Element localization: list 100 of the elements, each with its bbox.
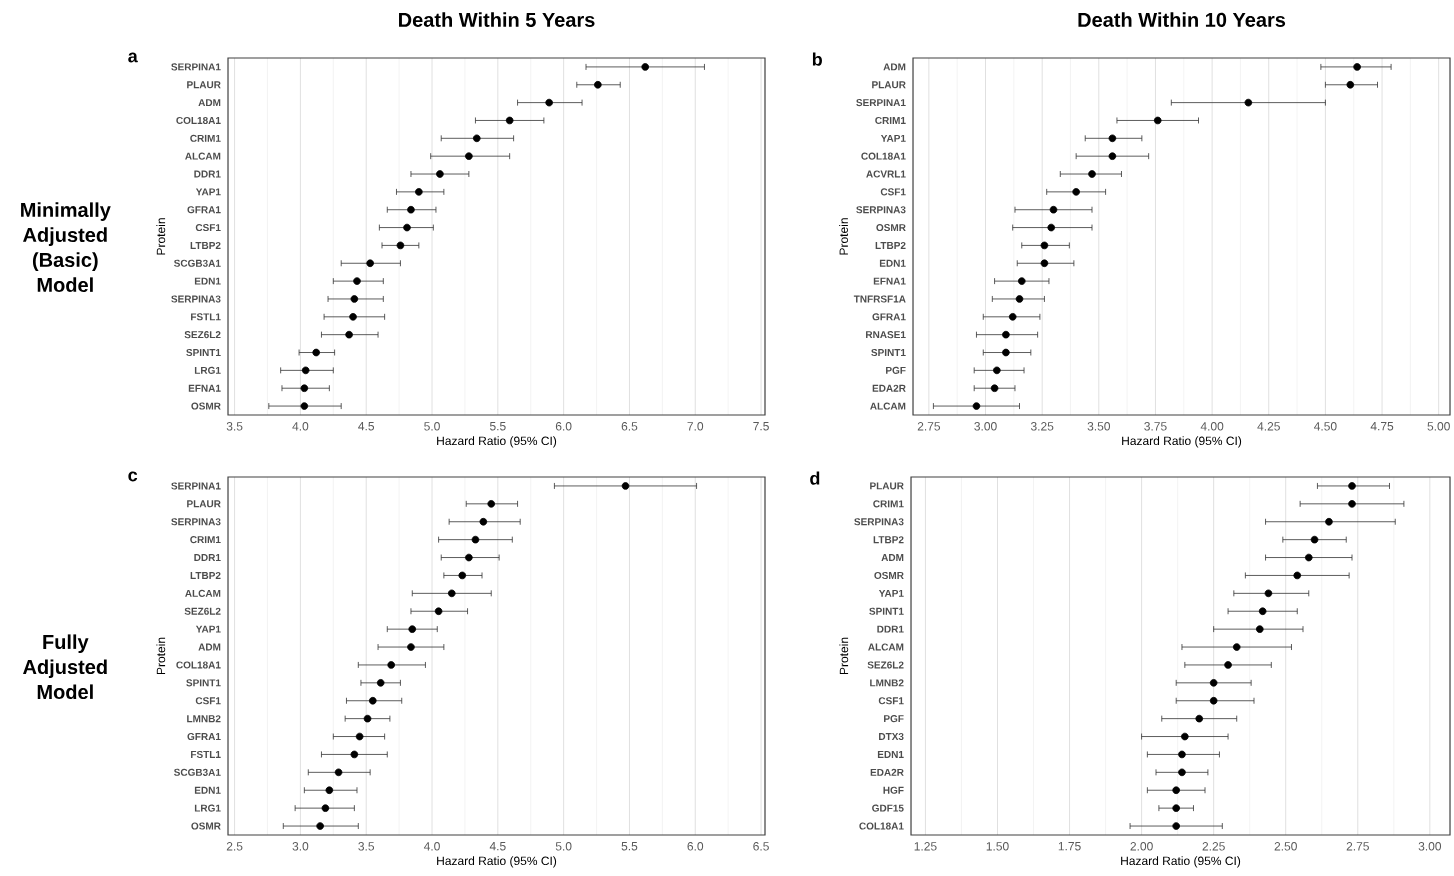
point	[472, 134, 481, 143]
y-tick-label: ADM	[198, 99, 221, 107]
y-tick-label: DTX3	[879, 732, 904, 741]
y-tick-label: CSF1	[880, 188, 906, 196]
y-tick-label: EDN1	[879, 259, 906, 267]
y-tick-label: TNFRSF1A	[853, 295, 906, 303]
y-tick-label: SEZ6L2	[184, 607, 221, 615]
point	[990, 384, 999, 393]
point	[321, 804, 330, 812]
y-tick-label: ADM	[198, 643, 221, 651]
point	[363, 714, 372, 723]
point	[594, 80, 602, 89]
y-tick-label: OSMR	[191, 822, 221, 830]
point	[334, 768, 343, 777]
text: d	[810, 471, 820, 485]
point	[1258, 607, 1267, 616]
text: a	[128, 52, 138, 63]
y-axis-title: Protein	[156, 637, 166, 675]
point	[1232, 643, 1241, 651]
y-tick-label: YAP1	[878, 589, 904, 597]
point	[1040, 259, 1049, 268]
point	[465, 152, 473, 160]
x-tick-label: 2.25	[1202, 842, 1225, 851]
x-tick-label: 3.75	[1144, 422, 1167, 431]
y-tick-label: EDN1	[194, 277, 221, 285]
y-tick-label: YAP1	[195, 188, 221, 196]
chart-title: Death Within 5 Years	[399, 12, 595, 27]
x-tick-label: 3.5	[358, 842, 375, 851]
point	[1172, 822, 1180, 830]
y-tick-label: ACVRL1	[866, 170, 906, 178]
y-axis-title: Protein	[156, 218, 166, 255]
point	[1017, 277, 1026, 285]
point	[1108, 134, 1117, 143]
y-tick-label: ADM	[881, 554, 904, 561]
x-tick-label: 3.00	[974, 422, 997, 431]
point	[1348, 482, 1356, 490]
text: c	[128, 471, 138, 482]
point	[1244, 98, 1253, 107]
point	[355, 732, 364, 741]
point	[1293, 571, 1302, 580]
y-tick-label: SPINT1	[186, 679, 221, 687]
y-tick-label: COL18A1	[176, 661, 221, 669]
y-tick-label: LTBP2	[190, 571, 221, 579]
y-tick-label: PLAUR	[872, 81, 906, 89]
y-tick-label: LMNB2	[187, 715, 221, 723]
y-tick-label: GFRA1	[187, 206, 221, 214]
x-tick-label: 1.25	[914, 842, 937, 851]
y-tick-label: ALCAM	[870, 402, 906, 410]
x-tick-label: 4.25	[1257, 422, 1280, 431]
y-tick-label: DDR1	[194, 170, 221, 178]
y-tick-label: PGF	[886, 366, 906, 374]
y-tick-label: DDR1	[877, 625, 904, 633]
x-tick-label: 6.0	[555, 422, 572, 431]
y-tick-label: HGF	[883, 786, 904, 794]
point	[1346, 80, 1355, 89]
y-tick-label: SPINT1	[186, 348, 221, 357]
y-tick-label: ADM	[883, 63, 906, 71]
point	[368, 696, 377, 705]
x-tick-label: 5.00	[1427, 422, 1450, 431]
y-tick-label: EFNA1	[873, 277, 906, 285]
point	[301, 366, 310, 375]
y-tick-label: CSF1	[878, 697, 904, 705]
y-tick-label: CRIM1	[190, 134, 221, 142]
x-tick-label: 2.00	[1130, 842, 1153, 851]
x-tick-label: 2.5	[226, 842, 243, 851]
point	[350, 750, 359, 759]
y-tick-label: SEZ6L2	[184, 331, 221, 339]
point	[1002, 330, 1010, 339]
y-tick-label: COL18A1	[859, 822, 904, 830]
point	[479, 517, 488, 526]
point	[300, 402, 309, 410]
y-tick-label: FSTL1	[191, 750, 221, 758]
x-axis-title: Hazard Ratio (95% CI)	[437, 436, 557, 448]
x-tick-label: 6.0	[687, 842, 704, 851]
y-tick-label: CRIM1	[190, 536, 221, 544]
x-tick-label: 6.5	[753, 842, 769, 851]
x-tick-label: 3.00	[1418, 842, 1442, 851]
point	[1209, 696, 1218, 705]
y-tick-label: SERPINA3	[171, 518, 221, 526]
y-tick-label: COL18A1	[176, 116, 221, 124]
point	[1072, 188, 1080, 196]
y-tick-label: SPINT1	[869, 607, 904, 615]
y-tick-label: PLAUR	[187, 500, 221, 508]
point	[349, 313, 357, 321]
point	[1172, 804, 1180, 812]
point	[1264, 589, 1273, 598]
y-tick-label: SEZ6L2	[867, 661, 904, 669]
text: b	[812, 52, 822, 66]
point	[1015, 295, 1024, 303]
point	[316, 822, 324, 830]
point	[1002, 348, 1010, 357]
y-tick-label: SERPINA1	[856, 99, 906, 107]
point	[396, 241, 405, 250]
point	[458, 571, 467, 580]
x-tick-label: 1.50	[986, 842, 1009, 851]
point	[1224, 661, 1232, 669]
y-tick-label: PGF	[884, 715, 904, 723]
y-tick-label: SERPINA1	[171, 482, 221, 490]
y-tick-label: ALCAM	[185, 589, 221, 597]
point	[376, 679, 385, 687]
